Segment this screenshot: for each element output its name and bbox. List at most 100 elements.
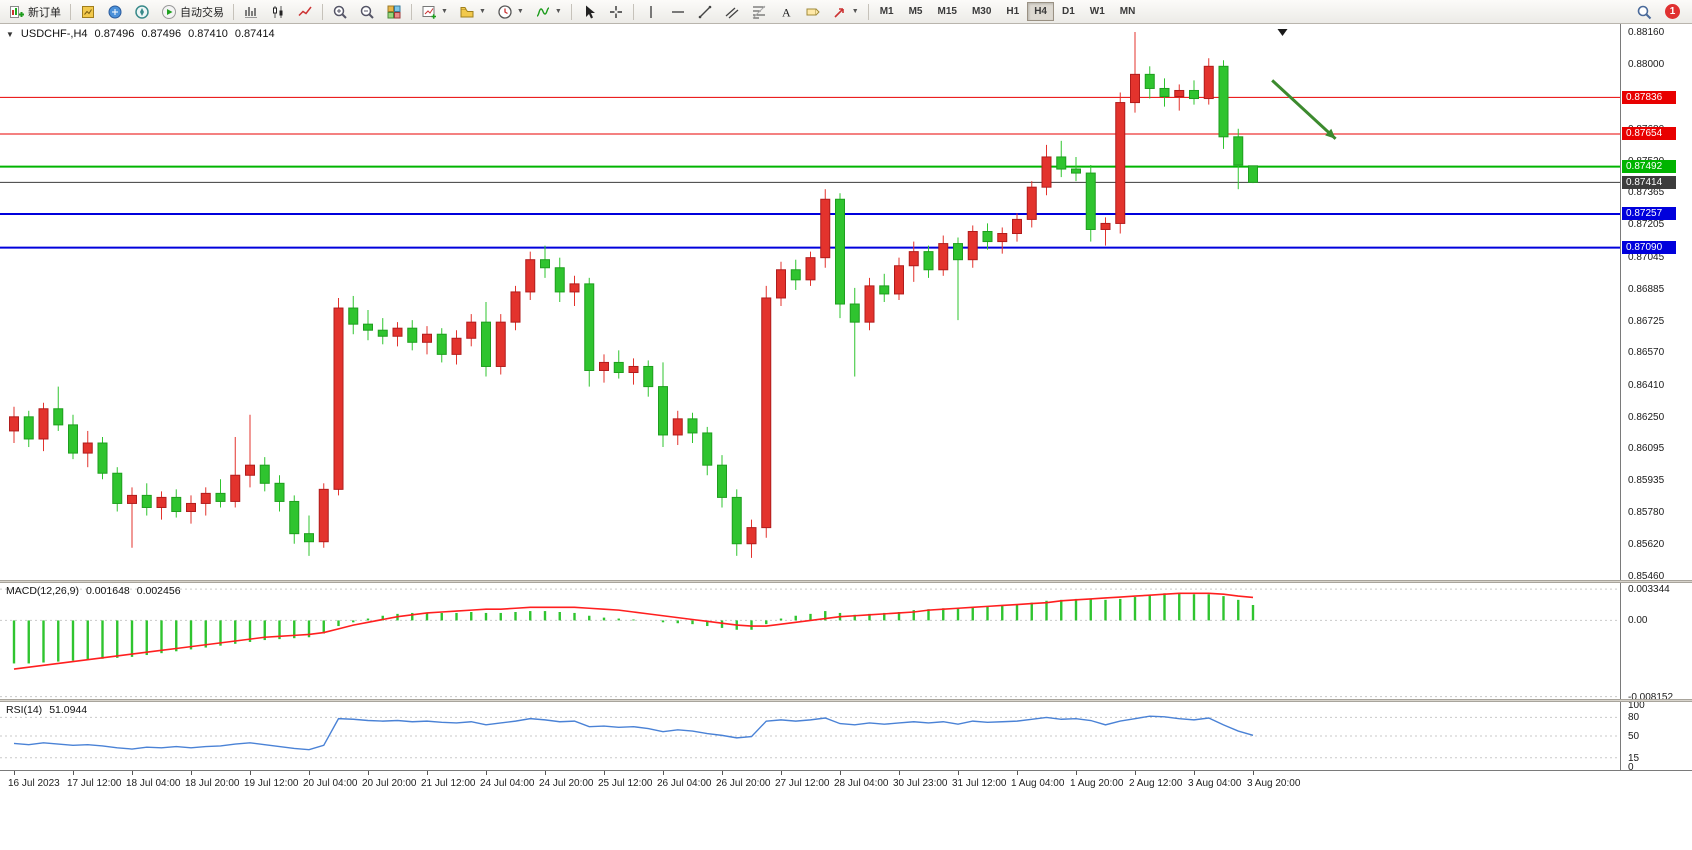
cursor-button[interactable] [576, 2, 602, 22]
price-tick-label: 0.88160 [1628, 27, 1665, 39]
label-button[interactable] [800, 2, 826, 22]
price-tick-label: 0.87045 [1628, 251, 1665, 263]
autotrade-button[interactable]: 自动交易 [156, 2, 229, 22]
data-window-icon [108, 5, 122, 18]
text-button[interactable]: A [773, 2, 799, 22]
candle-bear [23, 416, 34, 440]
candle-bear [1071, 168, 1081, 174]
toolbar-separator [411, 3, 412, 20]
time-tick [781, 771, 782, 775]
candle-bull [1203, 65, 1214, 100]
search-button[interactable] [1631, 2, 1657, 22]
macd-pane[interactable]: MACD(12,26,9) 0.001648 0.002456 [0, 583, 1620, 699]
drawn-arrow-head[interactable] [1325, 128, 1336, 139]
timeframe-h4[interactable]: H4 [1027, 2, 1054, 21]
pane-splitter[interactable] [0, 699, 1692, 702]
candle-bear [790, 269, 801, 281]
horizontal-line-button[interactable] [665, 2, 691, 22]
new-order-button[interactable]: 新订单 [4, 2, 66, 22]
candle-bull [628, 365, 639, 374]
price-axis[interactable]: 0.881600.880000.878400.876800.875200.873… [1620, 24, 1692, 773]
zoom-out-button[interactable] [354, 2, 380, 22]
market-watch-icon [82, 5, 94, 18]
timeframe-m1[interactable]: M1 [879, 6, 894, 17]
tile-windows-button[interactable] [381, 2, 407, 22]
time-axis[interactable]: 16 Jul 2023 17 Jul 12:00 18 Jul 04:00 18 Ju… [0, 770, 1692, 796]
macd-name: MACD(12,26,9) [6, 585, 79, 597]
indicators-button[interactable]: ▼ [530, 2, 567, 22]
time-label: 31 Jul 12:00 [952, 778, 1007, 789]
time-tick [486, 771, 487, 775]
candle-bull [864, 285, 875, 323]
time-tick [1076, 771, 1077, 775]
drawn-arrow-object[interactable] [1271, 79, 1337, 140]
trendline-button[interactable] [692, 2, 718, 22]
candle-bull [333, 307, 344, 490]
candle-bear [953, 243, 963, 261]
candle-bull [127, 494, 137, 504]
candle-bear [348, 307, 359, 325]
profiles-button[interactable]: ▼ [454, 2, 491, 22]
candle-bear [141, 494, 152, 508]
pane-splitter[interactable] [0, 580, 1692, 583]
candle-bear [731, 496, 742, 545]
time-tick [1017, 771, 1018, 775]
dropdown-caret-icon: ▼ [478, 8, 486, 15]
zoom-in-icon [333, 5, 347, 19]
vline-icon [650, 5, 652, 18]
zoom-in-button[interactable] [327, 2, 353, 22]
rsi-pane[interactable]: RSI(14) 51.0944 [0, 702, 1620, 770]
candle-bear [613, 361, 624, 374]
candle-bear [717, 464, 727, 498]
period-button[interactable]: ▼ [492, 2, 529, 22]
time-label: 26 Jul 20:00 [716, 778, 771, 789]
timeframe-m30[interactable]: M30 [971, 6, 992, 17]
candle-bull [1012, 218, 1022, 235]
candle-chart-button[interactable] [265, 2, 291, 22]
arrows-button[interactable]: ▼ [827, 2, 864, 22]
timeframe-h1[interactable]: H1 [1006, 6, 1020, 17]
rsi-line [13, 715, 1254, 751]
new-chart-button[interactable]: ▼ [416, 2, 453, 22]
time-label: 2 Aug 12:00 [1129, 778, 1183, 789]
autotrade-button-label: 自动交易 [180, 6, 224, 19]
candle-bull [422, 333, 432, 343]
hline-icon [671, 10, 684, 13]
vertical-line-button[interactable] [638, 2, 664, 22]
time-tick [309, 771, 310, 775]
timeframe-m5[interactable]: M5 [908, 6, 923, 17]
cursor-icon [585, 5, 595, 18]
rsi-title: RSI(14) 51.0944 [6, 704, 87, 716]
candle-bull [746, 527, 757, 545]
close-value: 0.87414 [234, 28, 275, 40]
navigator-button[interactable] [129, 2, 155, 22]
rsi-axis-label: 0 [1628, 762, 1634, 773]
candle-bull [820, 198, 831, 259]
crosshair-button[interactable] [603, 2, 629, 22]
timeframe-mn[interactable]: MN [1119, 6, 1136, 17]
candle-bear [215, 492, 226, 502]
market-watch-button[interactable] [75, 2, 101, 22]
candle-bear [304, 533, 314, 543]
down-triangle-marker[interactable] [1277, 29, 1288, 37]
candle-bull [186, 502, 196, 513]
fibonacci-button[interactable] [746, 2, 772, 22]
toolbar-separator [632, 3, 634, 20]
ohlc-collapse-icon[interactable]: ▼ [6, 29, 14, 39]
candle-bear [1159, 87, 1170, 98]
channel-button[interactable] [719, 2, 745, 22]
timeframe-m15[interactable]: M15 [937, 6, 957, 17]
line-chart-button[interactable] [292, 2, 318, 22]
time-tick [604, 771, 605, 775]
price-pane[interactable]: ▼ USDCHF-,H4 0.87496 0.87496 0.87410 0.8… [0, 24, 1620, 580]
timeframe-d1[interactable]: D1 [1062, 6, 1075, 17]
data-window-button[interactable] [102, 2, 128, 22]
macd-main-value: 0.001648 [85, 585, 130, 597]
timeframe-w1[interactable]: W1 [1089, 6, 1105, 17]
notification-badge[interactable]: 1 [1665, 4, 1680, 19]
candle-bear [982, 230, 993, 243]
bar-chart-button[interactable] [238, 2, 264, 22]
time-label: 18 Jul 04:00 [126, 778, 181, 789]
time-tick [545, 771, 546, 775]
candle-bear [584, 283, 595, 371]
